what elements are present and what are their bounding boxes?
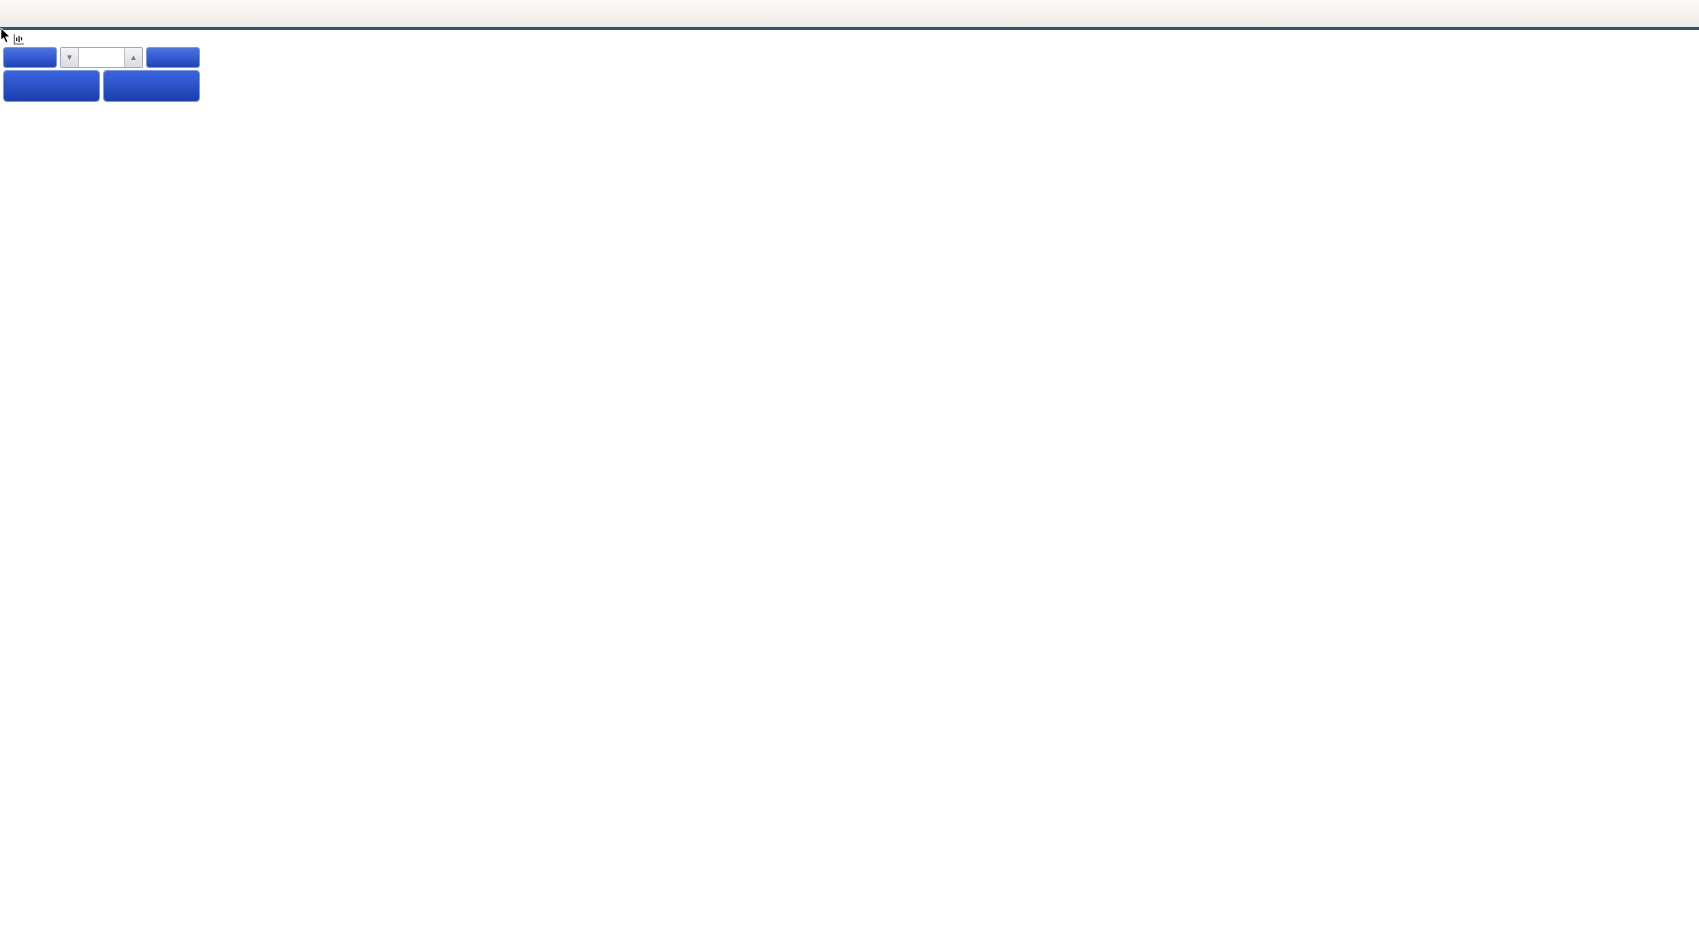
- volume-input[interactable]: [79, 48, 124, 67]
- sell-price-display[interactable]: [3, 70, 100, 102]
- buy-button[interactable]: [146, 47, 200, 68]
- volume-increase-button[interactable]: ▲: [124, 48, 142, 67]
- chart-header: [13, 33, 40, 50]
- mouse-cursor-icon: [0, 27, 15, 44]
- time-axis[interactable]: [0, 933, 1649, 949]
- sell-button[interactable]: [3, 47, 57, 68]
- window-divider: [0, 27, 1699, 30]
- buy-price-display[interactable]: [103, 70, 200, 102]
- one-click-trading-panel: ▼ ▲: [3, 47, 200, 102]
- window-chart-icon: [13, 33, 30, 50]
- toolbar: [0, 0, 1699, 28]
- volume-stepper: ▼ ▲: [60, 47, 143, 68]
- down-arrow-icon: ▼: [65, 53, 74, 62]
- volume-decrease-button[interactable]: ▼: [61, 48, 79, 67]
- up-arrow-icon: ▲: [129, 53, 138, 62]
